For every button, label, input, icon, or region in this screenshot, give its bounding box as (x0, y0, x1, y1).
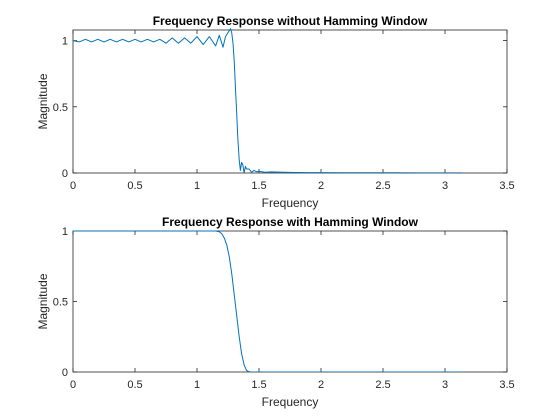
x-tick-label: 3 (442, 379, 448, 391)
x-tick-label: 2.5 (375, 180, 390, 192)
x-axis-label: Frequency (262, 196, 319, 210)
y-tick-label: 1 (62, 226, 68, 238)
y-tick-label: 0.5 (53, 297, 68, 309)
x-tick-label: 0 (70, 180, 76, 192)
y-axis-label: Magnitude (36, 273, 50, 329)
plot-area (72, 29, 508, 174)
plot-area (72, 230, 508, 373)
x-tick-label: 1.5 (251, 379, 266, 391)
x-tick-label: 3.5 (499, 180, 514, 192)
x-tick-label: 2.5 (375, 379, 390, 391)
y-tick-label: 0 (62, 168, 68, 180)
x-tick-label: 2 (318, 180, 324, 192)
x-tick-label: 1.5 (251, 180, 266, 192)
x-axis-label: Frequency (262, 395, 319, 409)
y-tick-label: 0 (62, 367, 68, 379)
x-tick-label: 3.5 (499, 379, 514, 391)
chart-with-hamming: Frequency Response with Hamming Window F… (36, 215, 515, 409)
x-tick-label: 2 (318, 379, 324, 391)
x-tick-label: 1 (194, 379, 200, 391)
chart-title: Frequency Response with Hamming Window (162, 215, 419, 229)
x-tick-label: 0.5 (127, 180, 142, 192)
x-tick-label: 1 (194, 180, 200, 192)
x-tick-label: 0.5 (127, 379, 142, 391)
x-tick-label: 0 (70, 379, 76, 391)
y-tick-label: 1 (62, 36, 68, 48)
series-line (73, 230, 463, 372)
series-line (73, 28, 463, 173)
chart-title: Frequency Response without Hamming Windo… (153, 14, 428, 28)
y-axis-label: Magnitude (36, 73, 50, 129)
chart-without-hamming: Frequency Response without Hamming Windo… (36, 14, 515, 210)
y-tick-label: 0.5 (53, 102, 68, 114)
x-tick-label: 3 (442, 180, 448, 192)
